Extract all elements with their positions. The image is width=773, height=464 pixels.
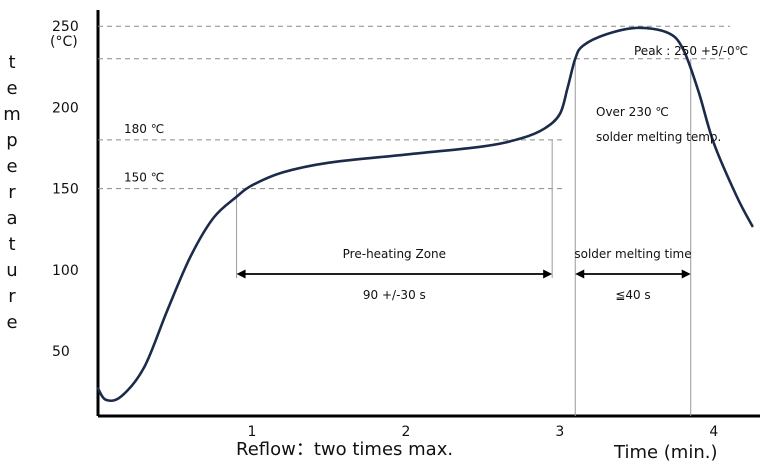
zone-1-bottom-label: ≦40 s [615,288,650,302]
zone-1-arrowhead-left [575,269,585,279]
zone-0-arrowhead-right [543,269,553,279]
y-axis-label-letter: t [8,52,15,73]
x-tick-1: 1 [247,424,256,440]
y-axis-label-letter: u [6,260,17,281]
y-tick-100: 100 [52,263,79,279]
reference-label-180: 180 ℃ [124,122,164,136]
zone-1-top-label: solder melting time [574,247,691,261]
y-unit-label: (°C) [50,34,78,50]
zone-0-top-label: Pre-heating Zone [343,247,446,261]
x-tick-labels: 1 2 3 4 [247,424,718,440]
zone-0-bottom-label: 90 +/-30 s [363,288,426,302]
reference-lines: 150 ℃ 180 ℃ [98,25,730,190]
x-tick-3: 3 [555,424,564,440]
y-axis-label-letter: a [6,208,17,229]
y-tick-250: 250 [52,19,79,35]
reference-label-150: 150 ℃ [124,171,164,185]
y-axis-label-letter: e [6,78,17,99]
temperature-curve [96,26,754,403]
zone-1-arrowhead-right [681,269,691,279]
y-axis-label-letter: e [6,156,17,177]
x-tick-4: 4 [709,424,718,440]
x-tick-2: 2 [401,424,410,440]
x-axis-label: Time (min.) [613,442,717,463]
y-tick-50: 50 [52,344,70,360]
y-axis-label-letter: e [6,312,17,333]
zone-0-arrowhead-left [236,269,246,279]
footer-note: Reflow：two times max. [236,439,453,460]
y-axis-label-letter: r [8,182,16,203]
y-tick-200: 200 [52,100,79,116]
y-axis-label-letter: p [6,130,17,151]
y-axis-label-letter: r [8,286,16,307]
y-axis-label-letter: t [8,234,15,255]
melting-temp-annotation: solder melting temp. [596,130,721,144]
y-tick-labels: 50 100 150 200 250 [52,19,79,360]
over230-annotation: Over 230 ℃ [596,105,669,119]
peak-annotation: Peak : 250 +5/-0℃ [634,44,748,58]
zone-markers: Pre-heating Zone 90 +/-30 s solder melting… [236,58,692,416]
y-axis-label-letter: m [3,104,21,125]
y-tick-150: 150 [52,182,79,198]
